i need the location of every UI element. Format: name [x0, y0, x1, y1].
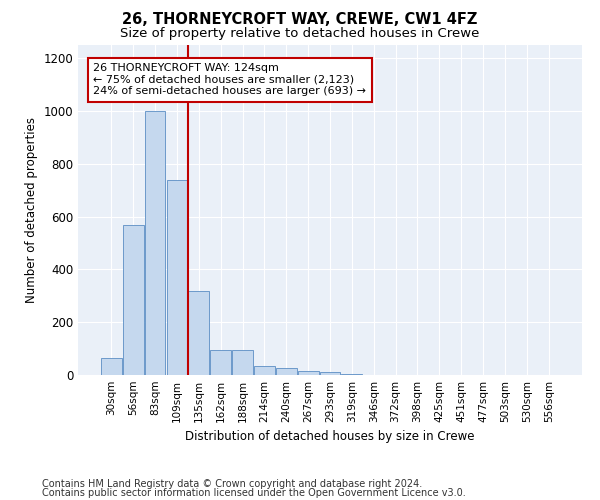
Bar — [210, 350, 231, 375]
Bar — [341, 374, 362, 375]
Text: 26 THORNEYCROFT WAY: 124sqm
← 75% of detached houses are smaller (2,123)
24% of : 26 THORNEYCROFT WAY: 124sqm ← 75% of det… — [93, 63, 366, 96]
Y-axis label: Number of detached properties: Number of detached properties — [25, 117, 38, 303]
Text: Contains public sector information licensed under the Open Government Licence v3: Contains public sector information licen… — [42, 488, 466, 498]
Bar — [320, 372, 340, 375]
Bar — [232, 350, 253, 375]
Text: Size of property relative to detached houses in Crewe: Size of property relative to detached ho… — [121, 28, 479, 40]
Bar — [167, 180, 187, 375]
X-axis label: Distribution of detached houses by size in Crewe: Distribution of detached houses by size … — [185, 430, 475, 444]
Bar — [123, 224, 143, 375]
Bar — [298, 371, 319, 375]
Bar — [145, 111, 166, 375]
Bar — [101, 358, 122, 375]
Bar — [276, 368, 296, 375]
Bar — [188, 290, 209, 375]
Text: Contains HM Land Registry data © Crown copyright and database right 2024.: Contains HM Land Registry data © Crown c… — [42, 479, 422, 489]
Text: 26, THORNEYCROFT WAY, CREWE, CW1 4FZ: 26, THORNEYCROFT WAY, CREWE, CW1 4FZ — [122, 12, 478, 28]
Bar — [254, 366, 275, 375]
